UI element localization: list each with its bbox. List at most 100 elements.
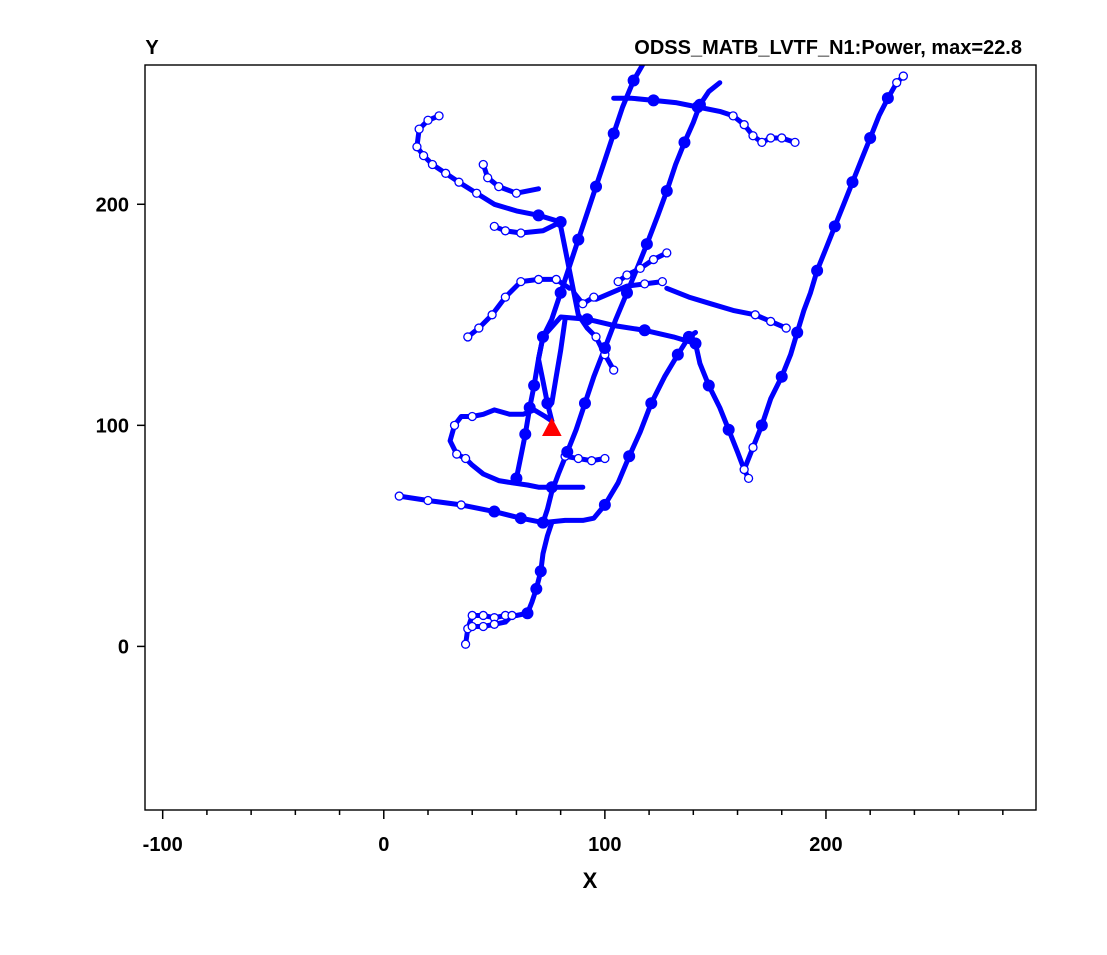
bus-marker-open — [471, 188, 482, 198]
bus-marker-open — [739, 120, 749, 130]
bus-marker-open — [460, 453, 471, 464]
bus-marker-filled — [623, 450, 636, 463]
bus-marker-filled — [722, 423, 735, 436]
bus-marker-open — [748, 442, 758, 453]
bus-marker-open — [418, 150, 429, 161]
bus-marker-open — [507, 610, 517, 621]
bus-marker-open — [449, 420, 460, 430]
bus-marker-filled — [510, 472, 523, 485]
bus-marker-open — [573, 453, 583, 464]
bus-marker-filled — [536, 516, 549, 529]
bus-marker-open — [478, 159, 488, 170]
bus-marker-open — [478, 610, 488, 621]
bus-marker-open — [743, 473, 754, 484]
bus-marker-open — [478, 621, 488, 632]
bus-marker-open — [494, 181, 504, 192]
bus-marker-open — [728, 111, 738, 121]
bus-marker-filled — [660, 185, 673, 198]
bus-marker-filled — [488, 505, 501, 518]
bus-marker-open — [750, 310, 760, 320]
bus-marker-open — [423, 495, 433, 506]
bus-marker-open — [662, 248, 672, 258]
x-tick-label: 0 — [378, 834, 389, 856]
feeder-line — [562, 453, 608, 464]
bus-marker-filled — [881, 92, 894, 105]
source-triangle-marker — [541, 417, 562, 437]
bus-marker-open — [460, 639, 471, 649]
bus-marker-filled — [671, 348, 684, 361]
bus-marker-open — [487, 310, 497, 320]
bus-marker-open — [586, 456, 597, 466]
bus-marker-filled — [791, 326, 804, 339]
bus-marker-filled — [521, 607, 534, 620]
bus-marker-open — [533, 274, 544, 285]
bus-marker-filled — [519, 428, 532, 441]
bus-marker-filled — [528, 379, 541, 392]
bus-marker-filled — [561, 445, 574, 458]
bus-marker-filled — [598, 498, 611, 511]
bus-marker-open — [551, 274, 561, 285]
bus-marker-filled — [590, 180, 603, 193]
bus-marker-open — [635, 263, 645, 274]
x-tick-label: 200 — [809, 834, 842, 856]
bus-marker-open — [427, 159, 438, 170]
bus-marker-open — [892, 78, 902, 88]
bus-marker-open — [489, 221, 499, 232]
bus-marker-open — [467, 610, 477, 621]
bus-marker-filled — [530, 582, 543, 595]
bus-marker-filled — [640, 238, 653, 251]
feeder-line — [549, 316, 568, 406]
bus-marker-open — [600, 453, 610, 464]
plot-frame — [144, 64, 1037, 811]
bus-marker-open — [622, 270, 632, 280]
bus-marker-open — [500, 292, 511, 302]
bus-marker-filled — [678, 136, 691, 149]
bus-marker-filled — [647, 94, 660, 107]
bus-marker-filled — [620, 286, 633, 299]
bus-marker-open — [489, 619, 499, 629]
bus-marker-open — [578, 299, 588, 309]
bus-marker-open — [648, 254, 659, 265]
bus-marker-filled — [627, 74, 640, 87]
bus-marker-open — [898, 71, 908, 81]
bus-marker-filled — [846, 176, 859, 189]
bus-marker-open — [777, 133, 787, 143]
chart-title: ODSS_MATB_LVTF_N1:Power, max=22.8 — [634, 37, 1022, 59]
bus-marker-open — [609, 365, 619, 375]
bus-marker-filled — [554, 215, 567, 228]
bus-marker-filled — [864, 131, 877, 144]
x-axis-label: X — [583, 868, 598, 893]
plot-data-layer — [394, 65, 908, 649]
bus-marker-open — [434, 111, 444, 121]
bus-marker-open — [474, 323, 484, 333]
bus-marker-open — [463, 332, 473, 342]
bus-marker-filled — [523, 401, 536, 414]
bus-marker-filled — [581, 313, 594, 326]
bus-marker-filled — [638, 324, 651, 337]
bus-marker-open — [739, 464, 749, 475]
bus-marker-open — [516, 276, 526, 287]
bus-marker-filled — [572, 233, 585, 246]
feeder-line — [593, 279, 665, 302]
bus-marker-open — [483, 173, 493, 183]
bus-marker-open — [511, 188, 522, 198]
bus-marker-filled — [554, 286, 567, 299]
bus-marker-open — [456, 500, 466, 510]
bus-marker-open — [441, 168, 451, 178]
bus-marker-open — [423, 115, 433, 125]
bus-marker-open — [748, 131, 758, 141]
feeder-line — [414, 113, 564, 225]
bus-marker-filled — [541, 397, 554, 410]
x-tick-label: -100 — [143, 834, 183, 856]
bus-marker-filled — [828, 220, 841, 233]
bus-marker-open — [467, 621, 477, 632]
bus-marker-open — [657, 276, 668, 287]
feeder-line — [693, 341, 752, 481]
bus-marker-filled — [578, 397, 591, 410]
bus-marker-filled — [645, 397, 658, 410]
feeder-line — [447, 407, 586, 490]
bus-marker-filled — [532, 209, 545, 222]
bus-marker-filled — [691, 101, 704, 114]
y-tick-label: 0 — [118, 636, 129, 658]
